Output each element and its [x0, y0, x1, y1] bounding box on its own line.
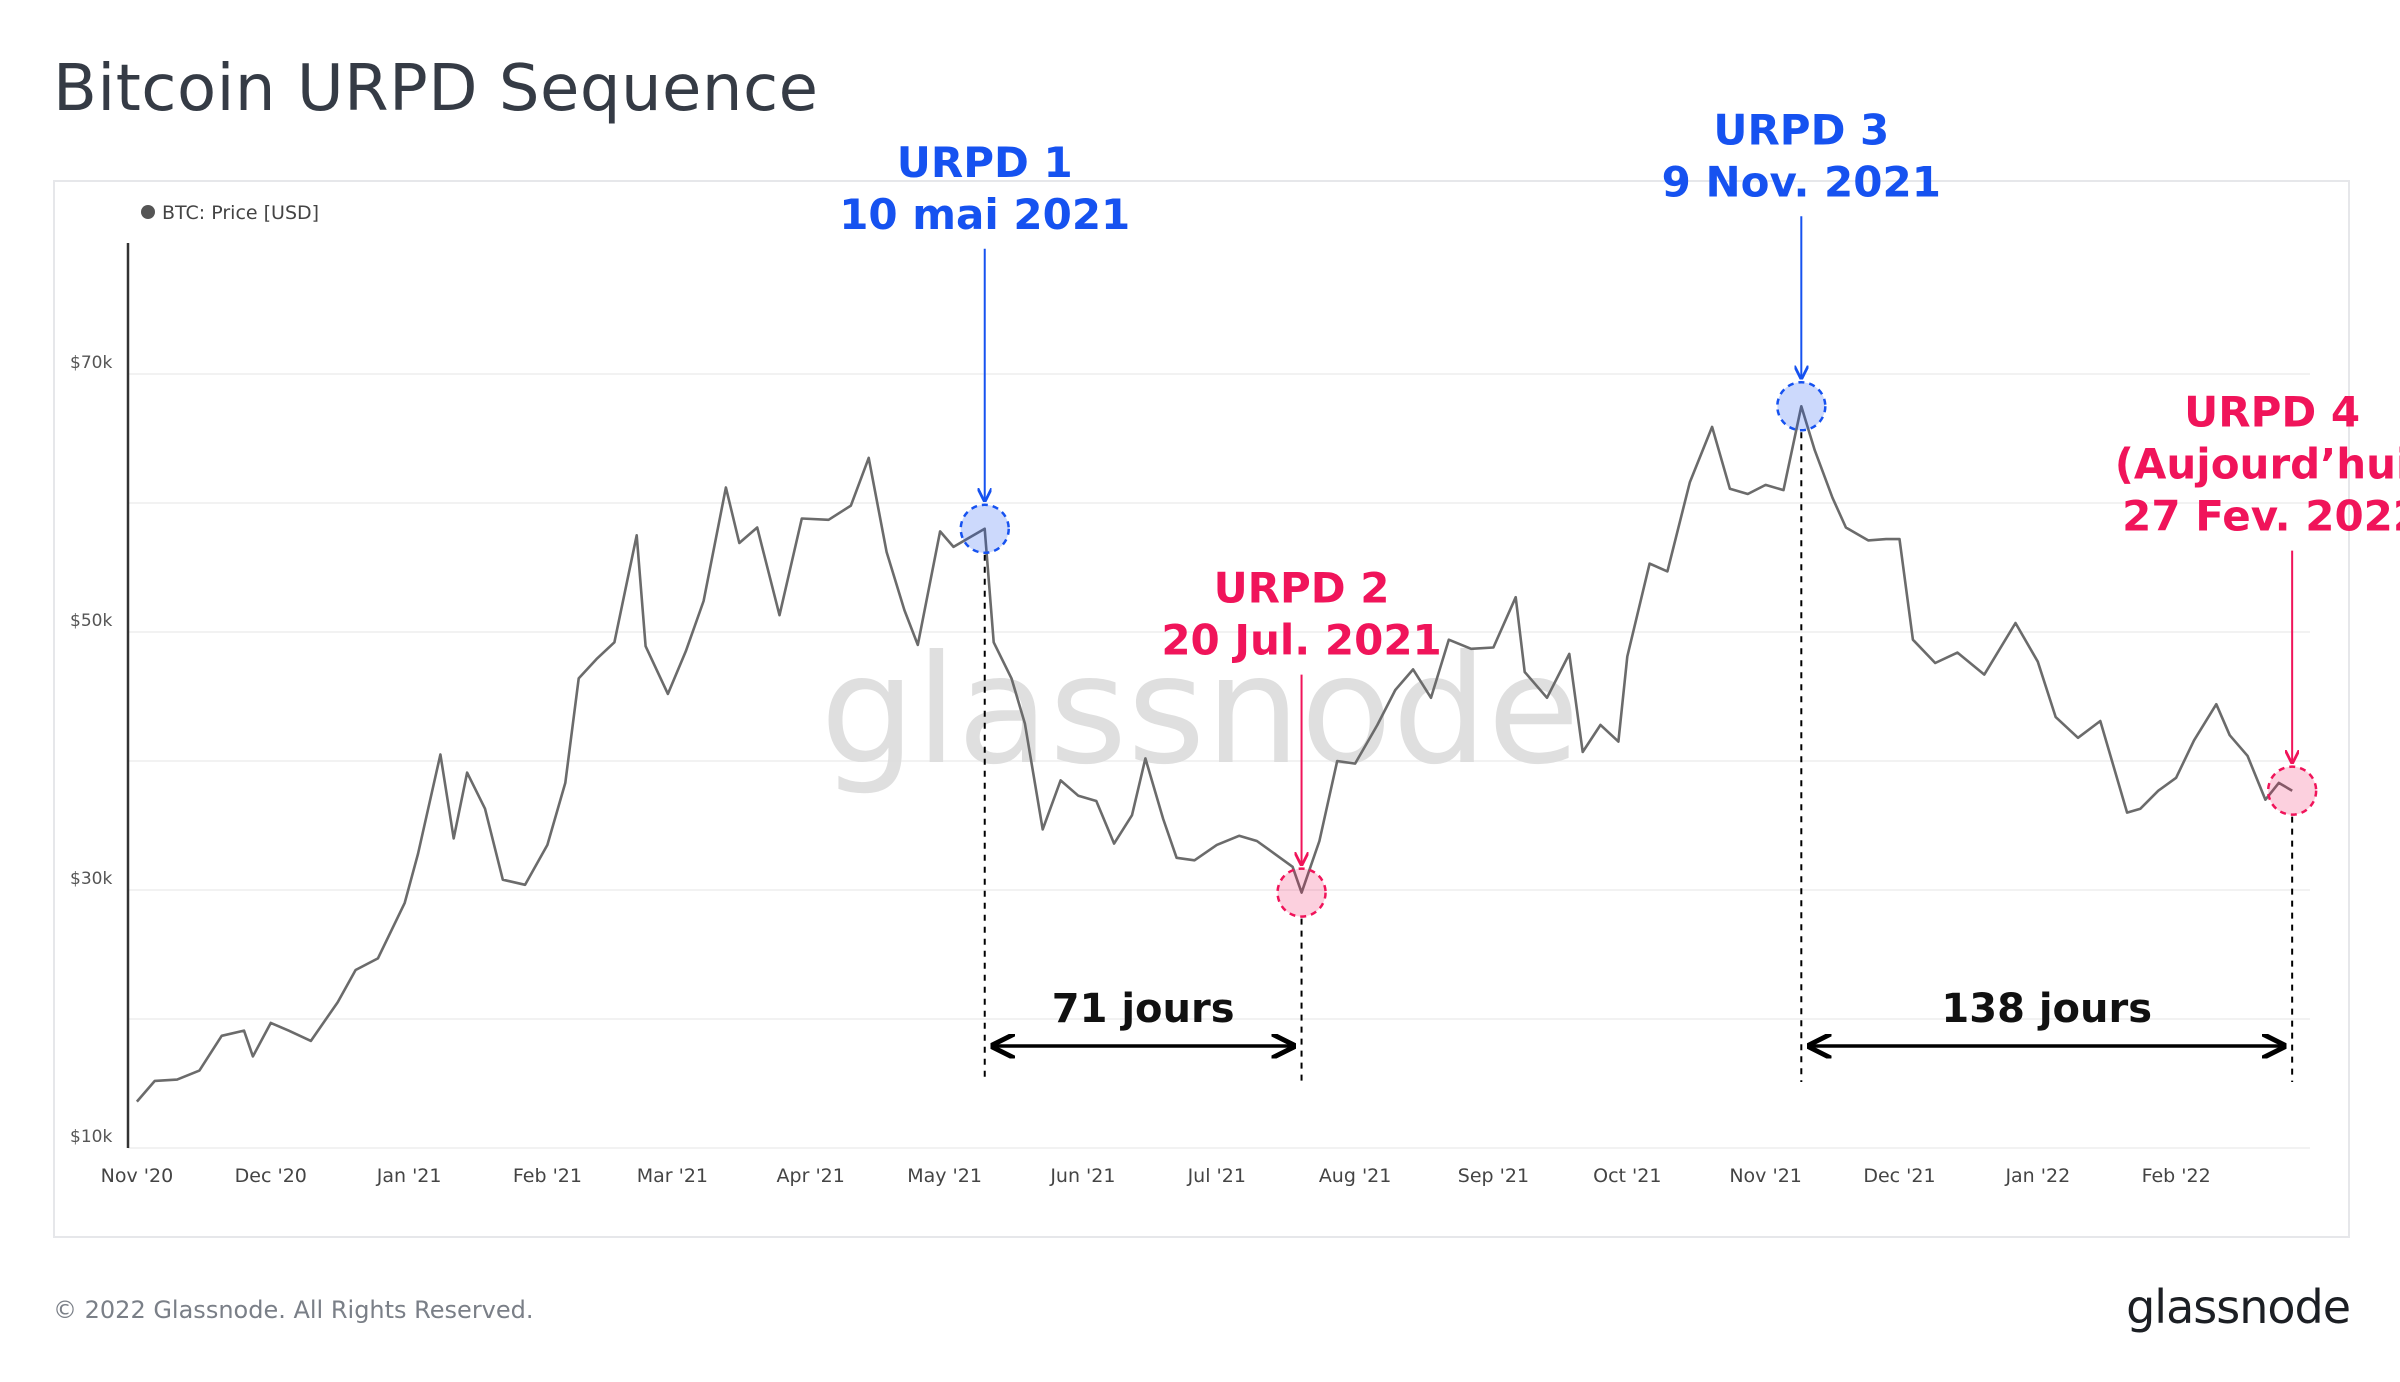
urpd1-label-line: URPD 1	[897, 138, 1073, 187]
legend-label[interactable]: BTC: Price [USD]	[162, 202, 319, 224]
watermark-text: glassnode	[820, 624, 1579, 798]
urpd3-label-line: URPD 3	[1713, 105, 1889, 154]
x-tick-label: Apr '21	[777, 1165, 845, 1187]
copyright-text: © 2022 Glassnode. All Rights Reserved.	[53, 1296, 534, 1324]
x-tick-label: Jan '22	[2004, 1165, 2070, 1187]
urpd3-label-line: 9 Nov. 2021	[1662, 157, 1941, 206]
x-tick-label: Mar '21	[637, 1165, 708, 1187]
y-tick-label: $30k	[70, 869, 112, 889]
urpd2-label-line: 20 Jul. 2021	[1161, 616, 1441, 665]
y-tick-label: $70k	[70, 353, 112, 373]
duration-label: 138 jours	[1941, 986, 2152, 1032]
urpd2-marker[interactable]	[1276, 867, 1327, 918]
urpd3-marker[interactable]	[1776, 381, 1827, 432]
x-tick-label: Jul '21	[1187, 1165, 1246, 1187]
urpd4-label-line: (Aujourd’hui)	[2115, 440, 2400, 489]
y-tick-label: $10k	[70, 1127, 112, 1147]
urpd1-label-line: 10 mai 2021	[839, 190, 1130, 239]
x-tick-label: Sep '21	[1458, 1165, 1529, 1187]
x-tick-label: May '21	[907, 1165, 982, 1187]
duration-label: 71 jours	[1052, 986, 1235, 1032]
price-series-line	[135, 405, 2293, 1103]
x-tick-label: Aug '21	[1319, 1165, 1392, 1187]
x-tick-label: Feb '21	[513, 1165, 582, 1187]
urpd4-marker[interactable]	[2266, 765, 2318, 816]
x-tick-label: Jan '21	[376, 1165, 442, 1187]
urpd1-marker[interactable]	[959, 503, 1010, 555]
x-tick-label: Feb '22	[2142, 1165, 2211, 1187]
urpd4-label-line: URPD 4	[2184, 388, 2360, 437]
legend-dot	[141, 205, 155, 219]
urpd2-label-line: URPD 2	[1214, 564, 1390, 613]
x-tick-label: Jun '21	[1049, 1165, 1115, 1187]
chart-card	[53, 180, 2350, 1238]
glassnode-logo[interactable]: glassnode	[2126, 1280, 2351, 1334]
x-tick-label: Oct '21	[1593, 1165, 1661, 1187]
page-title: Bitcoin URPD Sequence	[53, 52, 819, 126]
y-tick-label: $50k	[70, 611, 112, 631]
x-tick-label: Dec '20	[235, 1165, 307, 1187]
x-tick-label: Nov '20	[101, 1165, 174, 1187]
x-tick-label: Dec '21	[1863, 1165, 1935, 1187]
urpd4-label-line: 27 Fev. 2022	[2122, 492, 2400, 541]
x-tick-label: Nov '21	[1729, 1165, 1802, 1187]
